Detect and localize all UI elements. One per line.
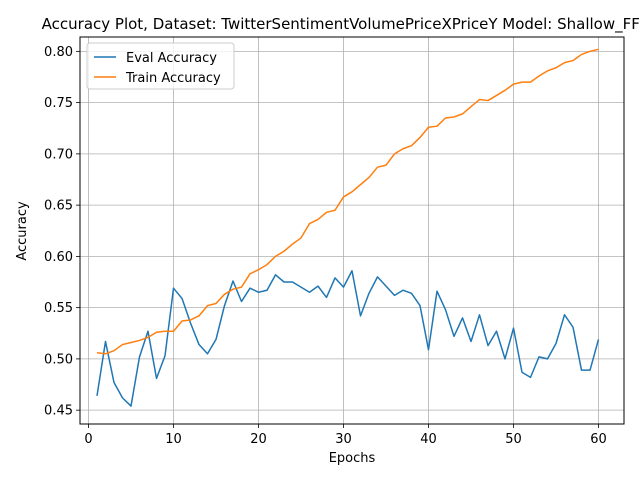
x-tick-label: 50: [505, 432, 522, 447]
chart-title: Accuracy Plot, Dataset: TwitterSentiment…: [42, 15, 640, 34]
legend-box: [86, 42, 235, 90]
plot-frame: [79, 36, 625, 425]
y-tick-label: 0.55: [44, 301, 73, 316]
y-tick-label: 0.60: [44, 250, 73, 265]
series-lines: [96, 48, 600, 407]
y-tick-label: 0.45: [44, 404, 73, 419]
grid-lines: [80, 37, 624, 424]
x-tick-label: 60: [590, 432, 607, 447]
x-tick-label: 10: [165, 432, 182, 447]
train-accuracy-line: [96, 48, 599, 355]
y-tick-label: 0.50: [44, 352, 73, 367]
x-axis-label: Epochs: [329, 451, 376, 466]
x-tick-label: 30: [335, 432, 352, 447]
legend: Eval Accuracy Train Accuracy: [86, 42, 235, 90]
x-tick-label: 40: [420, 432, 437, 447]
legend-label-train: Train Accuracy: [125, 71, 221, 86]
y-tick-label: 0.75: [44, 96, 73, 111]
x-tick-label: 0: [84, 432, 92, 447]
y-tick-label: 0.70: [44, 147, 73, 162]
y-tick-label: 0.65: [44, 199, 73, 214]
y-tick-label: 0.80: [44, 45, 73, 60]
y-axis-label: Accuracy: [15, 201, 30, 261]
axis-ticks: 0 10 20 30 40 50 60 0.45 0.50 0.55 0.60 0.65 0.70 0.7…: [44, 45, 607, 447]
x-tick-label: 20: [250, 432, 267, 447]
eval-accuracy-line: [96, 269, 600, 407]
legend-label-eval: Eval Accuracy: [126, 51, 217, 66]
